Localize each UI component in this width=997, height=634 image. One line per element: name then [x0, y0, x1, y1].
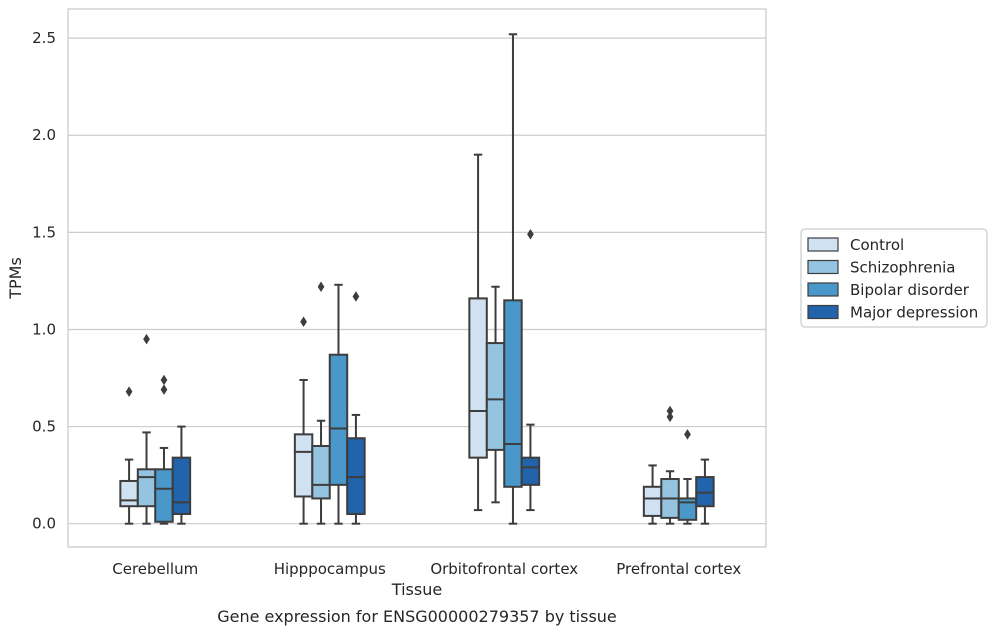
box	[119, 479, 139, 508]
box	[503, 299, 523, 488]
box-2-2	[503, 33, 523, 525]
legend-swatch	[807, 237, 839, 252]
box	[485, 342, 506, 451]
box-3-3	[695, 458, 715, 525]
box	[311, 445, 331, 500]
box-1-1	[311, 281, 331, 525]
box	[520, 456, 541, 486]
legend: Control Schizophrenia Bipolar disorder Majo…	[800, 228, 988, 328]
box-3-0	[642, 464, 663, 525]
x-tick-label: Hipppocampus	[274, 560, 386, 578]
chart-caption: Gene expression for ENSG00000279357 by t…	[217, 607, 617, 626]
legend-swatch	[807, 282, 839, 297]
legend-label: Major depression	[850, 304, 978, 322]
box	[468, 297, 488, 459]
y-tick-label: 0.5	[32, 418, 56, 436]
box-0-3	[171, 425, 192, 525]
y-tick-label: 1.0	[32, 320, 56, 338]
legend-swatch	[807, 304, 839, 320]
outlier-point	[160, 384, 168, 395]
box	[154, 468, 174, 523]
box	[136, 468, 157, 508]
x-axis-label: Tissue	[391, 580, 442, 599]
x-tick-label: Orbitofrontal cortex	[430, 560, 578, 578]
box-groups	[119, 33, 715, 525]
y-tick-label: 2.0	[32, 126, 56, 144]
y-tick-label: 2.5	[32, 29, 56, 47]
outlier-point	[143, 333, 150, 345]
outlier-point	[125, 386, 133, 397]
box	[171, 456, 192, 515]
x-tick-label: Cerebellum	[112, 560, 198, 578]
plot-frame	[67, 8, 767, 548]
box-1-2	[328, 283, 349, 525]
box-0-0	[119, 386, 139, 525]
legend-label: Bipolar disorder	[850, 281, 970, 299]
outlier-point	[684, 429, 691, 440]
box-1-0	[293, 316, 314, 525]
outlier-point	[527, 229, 534, 240]
box-1-3	[346, 291, 366, 525]
legend-label: Schizophrenia	[850, 259, 955, 277]
y-tick-labels: 0.0 0.5 1.0 1.5 2.0 2.5	[32, 29, 56, 533]
box	[677, 497, 698, 521]
x-tick-labels: Cerebellum Hipppocampus Orbitofrontal cort…	[112, 560, 741, 578]
y-axis-label: TPMs	[6, 257, 25, 300]
outlier-point	[352, 291, 360, 302]
outlier-point	[160, 374, 168, 386]
legend-label: Control	[850, 236, 904, 254]
outlier-point	[666, 405, 674, 417]
box	[293, 433, 314, 498]
outlier-point	[300, 316, 307, 327]
box-2-3	[520, 229, 541, 512]
y-tick-label: 0.0	[32, 515, 56, 533]
box-0-2	[154, 374, 174, 525]
legend-frame	[800, 228, 988, 328]
y-tick-label: 1.5	[32, 223, 56, 241]
x-tick-label: Prefrontal cortex	[616, 560, 741, 578]
legend-swatch	[807, 259, 839, 275]
box	[328, 353, 349, 486]
outlier-point	[317, 281, 325, 292]
outlier-point	[666, 411, 674, 423]
box-3-2	[677, 429, 698, 525]
box	[642, 485, 663, 517]
